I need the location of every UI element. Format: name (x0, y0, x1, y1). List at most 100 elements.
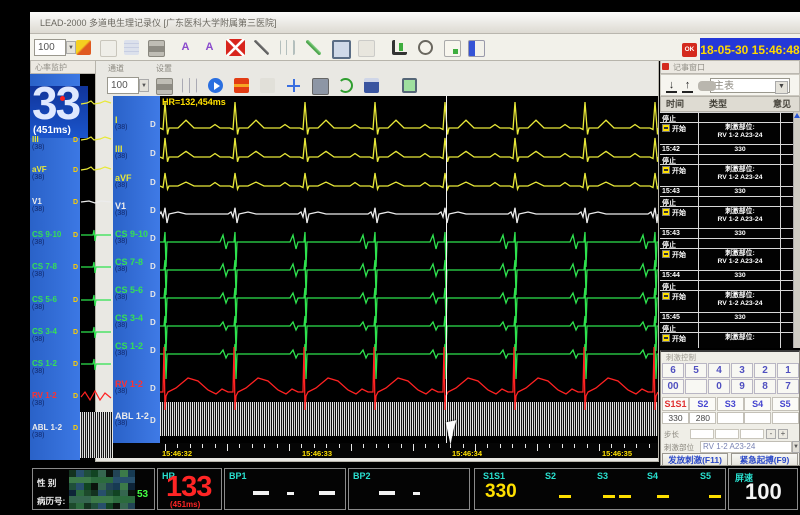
stim-mode-S4[interactable]: S4 (744, 397, 772, 411)
scroll-up-icon[interactable] (794, 113, 800, 118)
pencil-icon[interactable] (306, 40, 321, 55)
combo-arrow-icon[interactable]: ▼ (775, 81, 788, 94)
keypad-2[interactable]: 2 (754, 363, 776, 378)
event-table[interactable]: 停止 开始 刺激部位: RV 1-2 A23-24 15:42 330 停止 开始 刺激部位: R… (660, 112, 793, 348)
stim-value-S1S1[interactable]: 330 (662, 412, 689, 424)
stim-site-combo-arrow-icon[interactable]: ▼ (792, 441, 800, 453)
font-a-icon[interactable]: A (181, 41, 190, 53)
keypad-8[interactable]: 8 (754, 379, 776, 394)
export-icon[interactable]: ↑ (682, 78, 693, 93)
step-field[interactable] (715, 429, 739, 439)
measure-cursor[interactable] (446, 96, 447, 443)
step-field[interactable] (740, 429, 764, 439)
zoom-combo-arrow-icon[interactable]: ▼ (66, 41, 76, 54)
event-row[interactable]: 15:42 330 (660, 144, 793, 154)
event-row[interactable]: 停止 (660, 280, 793, 291)
left-d-marker[interactable]: D (73, 167, 79, 174)
left-d-marker[interactable]: D (73, 297, 79, 304)
clock-icon[interactable] (418, 40, 433, 55)
keypad-00[interactable]: 00 (662, 379, 684, 394)
open-icon[interactable] (100, 40, 117, 57)
left-d-marker[interactable]: D (73, 393, 79, 400)
monitor-green-icon[interactable] (402, 78, 417, 93)
left-d-marker[interactable]: D (73, 329, 79, 336)
event-row[interactable]: 停止 (660, 196, 793, 207)
printer-icon[interactable] (156, 78, 173, 95)
magic-icon[interactable] (76, 40, 91, 55)
chart-icon[interactable] (392, 40, 407, 55)
deliver-stim-button[interactable]: 发放刺激(F11) (662, 453, 728, 466)
step-plus-button[interactable]: + (778, 429, 788, 439)
camera-icon[interactable] (312, 78, 329, 95)
main-d-marker[interactable]: D (150, 206, 156, 215)
keypad-3[interactable]: 3 (731, 363, 753, 378)
main-d-marker[interactable]: D (150, 318, 156, 327)
keypad-4[interactable]: 4 (708, 363, 730, 378)
main-d-marker[interactable]: D (150, 290, 156, 299)
exit-icon[interactable] (468, 40, 485, 57)
left-d-marker[interactable]: D (73, 361, 79, 368)
alert-icon[interactable] (234, 78, 249, 93)
stim-mode-S1S1[interactable]: S1S1 (662, 397, 689, 411)
monitor-icon[interactable] (332, 40, 351, 59)
event-row[interactable]: 停止 (660, 322, 793, 333)
event-row[interactable]: 15:43 330 (660, 228, 793, 238)
left-d-marker[interactable]: D (73, 264, 79, 271)
stim-mode-S2[interactable]: S2 (689, 397, 717, 411)
event-row[interactable]: 15:44 330 (660, 270, 793, 280)
save-icon[interactable] (364, 78, 379, 93)
event-filter-combo[interactable]: 主表 ▼ (710, 78, 790, 94)
note-icon[interactable] (444, 40, 461, 57)
main-d-marker[interactable]: D (150, 234, 156, 243)
step-field[interactable] (690, 429, 714, 439)
keypad-5[interactable]: 5 (685, 363, 707, 378)
left-d-marker[interactable]: D (73, 137, 79, 144)
main-d-marker[interactable]: D (150, 120, 156, 129)
event-row[interactable]: 开始 刺激部位: RV 1-2 A23-24 (660, 206, 793, 228)
left-d-marker[interactable]: D (73, 232, 79, 239)
event-row[interactable]: 15:45 330 (660, 312, 793, 322)
zoom-combo[interactable]: 100 (34, 39, 66, 56)
event-row[interactable]: 开始 刺激部位: RV 1-2 A23-24 (660, 248, 793, 270)
stim-site-combo[interactable]: RV 1-2 A23-24 (700, 441, 792, 453)
measure-icon[interactable] (280, 40, 295, 55)
crosshair-icon[interactable] (286, 78, 301, 93)
main-d-marker[interactable]: D (150, 262, 156, 271)
menu-item-0[interactable]: 通道 (108, 64, 124, 73)
event-row[interactable]: 停止 (660, 238, 793, 249)
menu-item-1[interactable]: 设置 (156, 64, 172, 73)
keypad-blank[interactable] (685, 379, 707, 394)
keypad-7[interactable]: 7 (777, 379, 799, 394)
left-d-marker[interactable]: D (73, 199, 79, 206)
stim-value-S5[interactable] (771, 412, 799, 424)
font-b-icon[interactable]: A (205, 41, 214, 53)
main-d-marker[interactable]: D (150, 346, 156, 355)
step-minus-button[interactable]: - (766, 429, 776, 439)
emergency-pace-button[interactable]: 紧急起搏(F9) (731, 453, 798, 466)
calipers-icon[interactable] (182, 78, 197, 93)
stim-value-S2[interactable]: 280 (689, 412, 717, 424)
event-row[interactable]: 开始 刺激部位: (660, 332, 793, 348)
stamp-icon[interactable] (260, 78, 275, 93)
contrast-icon[interactable] (358, 40, 375, 57)
event-row[interactable]: 开始 刺激部位: RV 1-2 A23-24 (660, 290, 793, 312)
keypad-0[interactable]: 0 (708, 379, 730, 394)
left-d-marker[interactable]: D (73, 425, 79, 432)
pen-icon[interactable] (254, 40, 269, 55)
event-row[interactable]: 停止 (660, 154, 793, 165)
vehicle-icon[interactable] (698, 81, 716, 91)
keypad-9[interactable]: 9 (731, 379, 753, 394)
grid-icon[interactable] (124, 40, 139, 55)
red-grid-icon[interactable] (226, 39, 245, 56)
event-row[interactable]: 开始 刺激部位: RV 1-2 A23-24 (660, 122, 793, 144)
main-d-marker[interactable]: D (150, 416, 156, 425)
keypad-6[interactable]: 6 (662, 363, 684, 378)
event-scrollbar[interactable] (793, 112, 800, 348)
event-row[interactable]: 停止 (660, 112, 793, 123)
sweep-combo-arrow-icon[interactable]: ▼ (139, 79, 149, 92)
main-d-marker[interactable]: D (150, 149, 156, 158)
event-row[interactable]: 开始 刺激部位: RV 1-2 A23-24 (660, 164, 793, 186)
refresh-icon[interactable] (338, 78, 353, 93)
stim-value-S3[interactable] (716, 412, 744, 424)
main-d-marker[interactable]: D (150, 178, 156, 187)
